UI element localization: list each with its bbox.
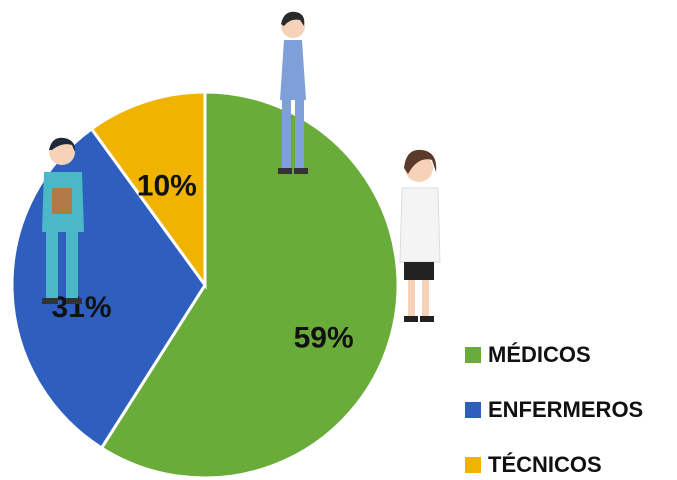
value-label: 59%: [294, 321, 354, 354]
figure-nurse-female: [278, 11, 308, 174]
legend-label: ENFERMEROS: [488, 397, 643, 422]
value-label: 31%: [52, 291, 112, 324]
legend-label: TÉCNICOS: [488, 452, 602, 477]
pie-slice: [89, 90, 207, 290]
figure-nurse-male: [42, 137, 84, 304]
legend-swatch: [465, 402, 481, 418]
pie: [10, 90, 400, 480]
legend: MÉDICOS ENFERMEROS TÉCNICOS: [465, 342, 643, 477]
legend-label: MÉDICOS: [488, 342, 591, 367]
value-label: 10%: [137, 169, 197, 202]
legend-swatch: [465, 457, 481, 473]
figure-doctor: [399, 149, 441, 322]
labels: 59% 31% 10%: [52, 169, 354, 354]
legend-swatch: [465, 347, 481, 363]
